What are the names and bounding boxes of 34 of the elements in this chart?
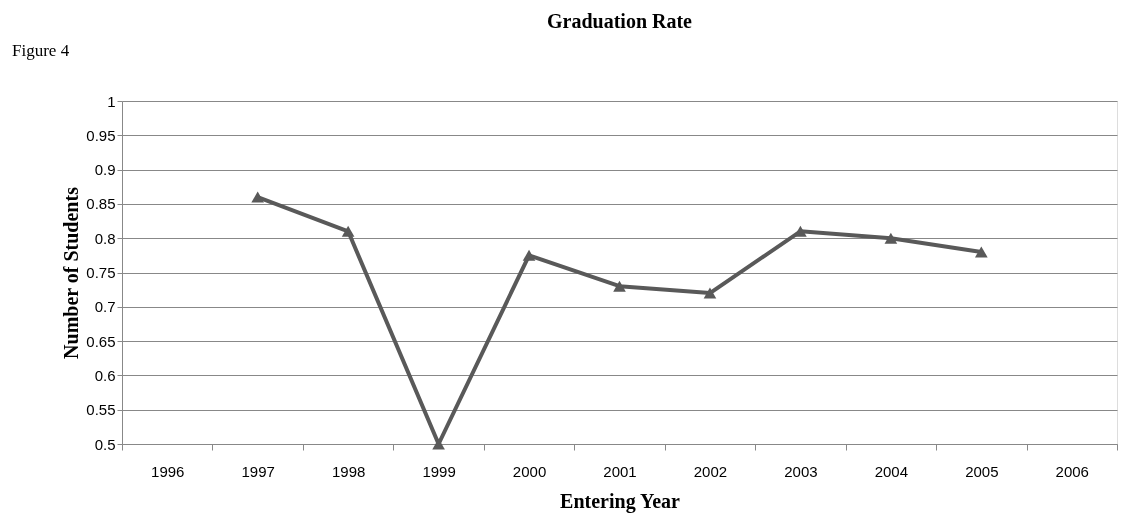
y-tick-label: 0.8: [94, 229, 116, 247]
y-tick-label: 0.9: [94, 161, 116, 179]
x-tick-label: 2005: [965, 462, 999, 480]
x-axis-title: Entering Year: [560, 489, 681, 513]
x-tick-label: 2006: [1055, 462, 1089, 480]
y-tick-label: 0.75: [86, 264, 116, 281]
x-tick-label: 2002: [693, 462, 728, 480]
y-tick-label: 0.85: [86, 195, 116, 213]
y-tick-label: 0.95: [86, 126, 116, 144]
x-tick-label: 1997: [241, 462, 275, 480]
point: [432, 438, 445, 450]
chart-title: Graduation Rate: [547, 10, 693, 32]
point: [341, 225, 355, 237]
x-tick-label: 1996: [151, 462, 185, 480]
x-tick-label: 1999: [422, 462, 456, 480]
y-tick-label: 0.5: [94, 435, 116, 453]
point: [613, 280, 626, 292]
y-tick-label: 1: [107, 92, 116, 110]
x-tick-label: 2000: [512, 462, 547, 480]
y-axis-title: Number of Students: [60, 186, 83, 359]
y-tick-label: 0.55: [86, 401, 116, 419]
caption: Figure 4: [12, 41, 70, 60]
point: [522, 249, 536, 261]
point: [884, 232, 898, 244]
y-tick-label: 0.7: [94, 298, 116, 316]
x-tick-label: 1998: [331, 462, 366, 480]
x-tick-label: 2001: [603, 462, 637, 480]
x-tick-label: 2003: [784, 462, 818, 480]
point: [251, 191, 265, 203]
x-tick-label: 2004: [874, 462, 909, 480]
point: [703, 287, 717, 299]
point: [974, 246, 988, 258]
y-tick-label: 0.6: [94, 366, 116, 384]
y-tick-label: 0.65: [86, 332, 116, 350]
